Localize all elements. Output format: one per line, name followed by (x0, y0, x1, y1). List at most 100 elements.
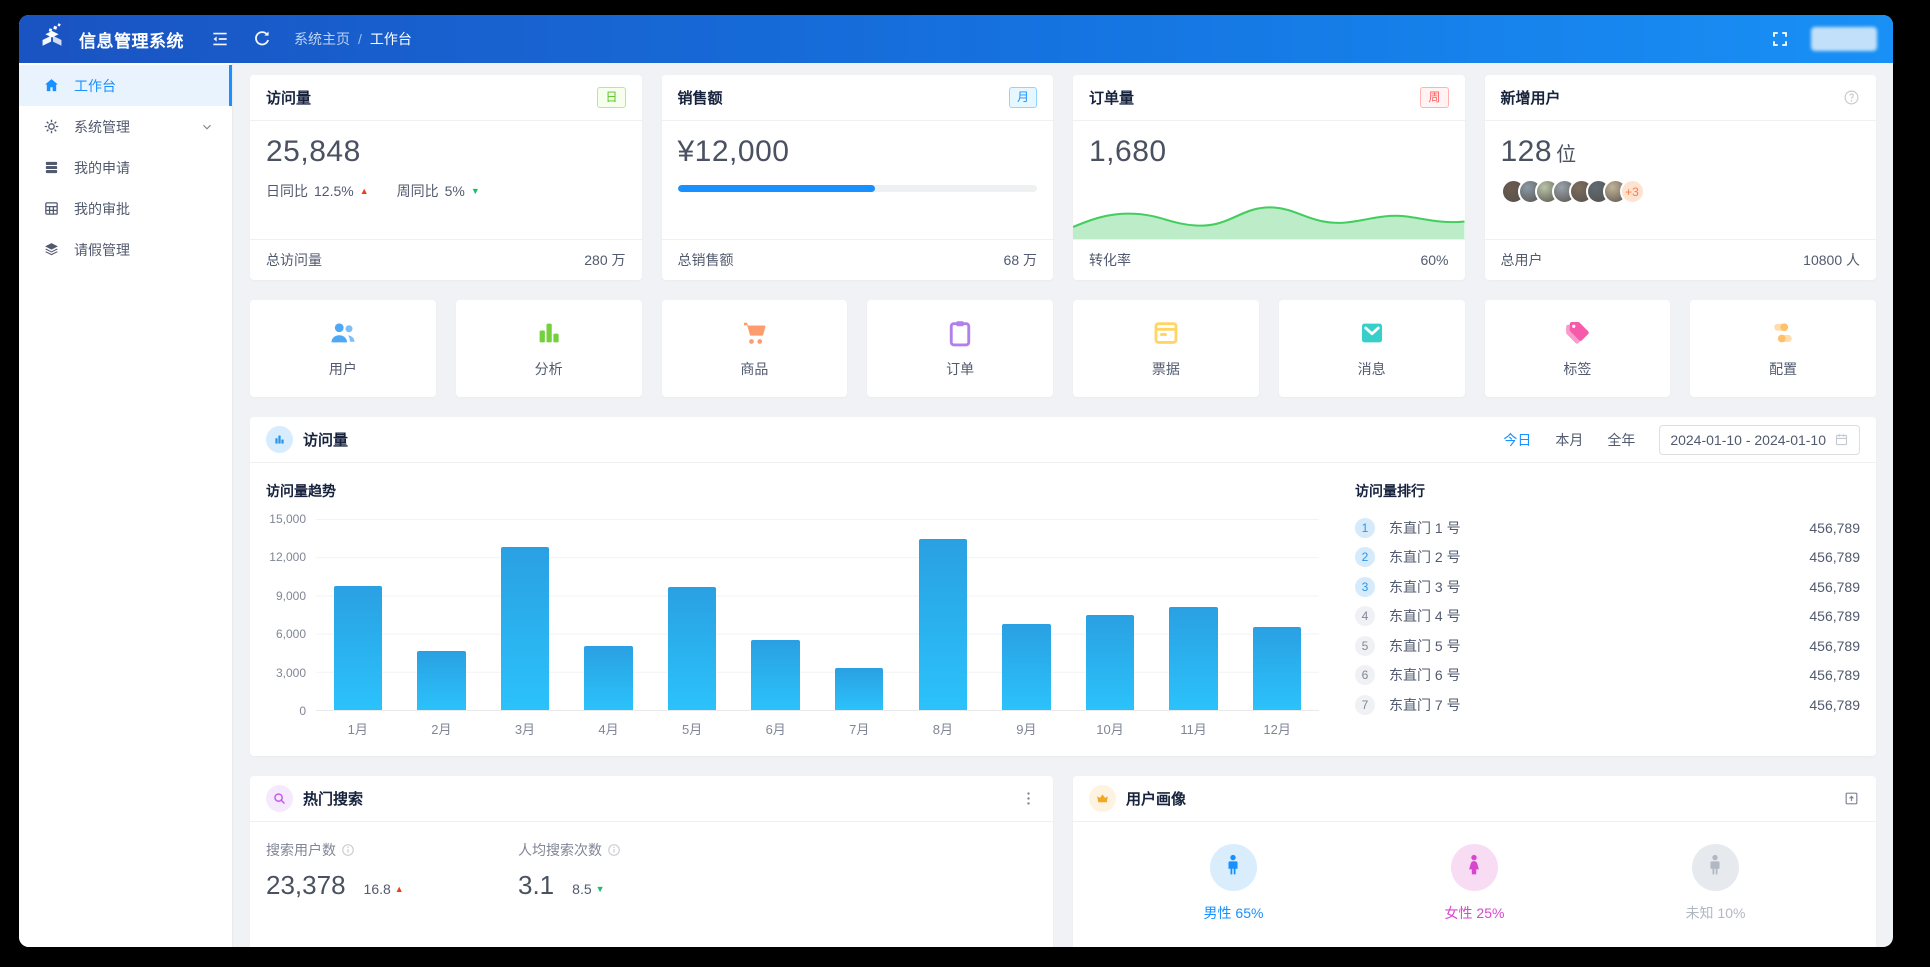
arrow-down-icon: ▼ (470, 186, 480, 196)
card-title: 订单量 (1089, 90, 1135, 107)
profile-group[interactable]: 男性 65% (1203, 844, 1264, 923)
stat-card-visits: 访问量 日 25,848 日同比 12.5% ▲ 周同比 5% (250, 75, 642, 280)
card-title: 新增用户 (1500, 90, 1561, 107)
profile-group[interactable]: 女性 25% (1445, 844, 1504, 923)
x-tick-label: 3月 (514, 722, 536, 737)
question-circle-icon[interactable] (1843, 89, 1860, 106)
breadcrumb-separator: / (358, 31, 362, 47)
chart-bar (500, 547, 550, 710)
sidebar-item-label: 我的申请 (74, 159, 130, 176)
chart-bar (918, 539, 968, 710)
shortcut-6[interactable]: 标签 (1484, 300, 1671, 397)
x-tick-label: 11月 (1180, 722, 1207, 737)
visits-ranking: 访问量排行 1 东直门 1 号 456,789 2 东直门 2 号 456,78… (1355, 479, 1860, 738)
rank-value: 456,789 (1809, 578, 1860, 595)
main-content: 访问量 日 25,848 日同比 12.5% ▲ 周同比 5% (233, 63, 1893, 947)
rank-label: 东直门 4 号 (1389, 608, 1461, 625)
chart-bar (584, 646, 633, 710)
team-icon (328, 318, 358, 348)
info-circle-icon[interactable] (607, 843, 621, 857)
tab-today[interactable]: 今日 (1503, 431, 1532, 448)
shortcut-label: 标签 (1563, 361, 1592, 377)
profile-group-label: 男性 65% (1203, 905, 1264, 921)
chart-bar (667, 587, 717, 710)
rank-label: 东直门 7 号 (1389, 696, 1461, 713)
more-vertical-icon[interactable] (1020, 790, 1037, 807)
profile-groups: 男性 65% 女性 25% 未知 10% (1073, 822, 1876, 923)
tab-this-year[interactable]: 全年 (1607, 431, 1636, 448)
x-tick-label: 8月 (932, 722, 953, 737)
shortcut-label: 订单 (946, 361, 975, 377)
footer-value: 10800 人 (1803, 252, 1860, 268)
shortcut-row: 用户 分析 商品 订单 票据 消息 标签 配置 (250, 300, 1876, 397)
ranking-row: 1 东直门 1 号 456,789 (1355, 513, 1860, 543)
x-tick-label: 10月 (1096, 722, 1124, 737)
chart-bar (1169, 606, 1218, 710)
badge-day: 日 (597, 87, 626, 108)
sidebar-item-label: 工作台 (74, 77, 116, 94)
breadcrumb-home[interactable]: 系统主页 (294, 31, 350, 47)
rank-value: 456,789 (1809, 637, 1860, 654)
chart-title: 访问量趋势 (266, 483, 336, 499)
footer-label: 总访问量 (266, 252, 322, 268)
sidebar-item-3[interactable]: 我的审批 (19, 188, 232, 229)
metric-value: 3.1 (518, 870, 555, 900)
rank-label: 东直门 6 号 (1389, 667, 1461, 684)
sidebar-item-label: 系统管理 (74, 118, 130, 135)
rank-number: 6 (1355, 665, 1375, 686)
shortcut-7[interactable]: 配置 (1690, 300, 1876, 397)
sidebar-item-2[interactable]: 我的申请 (19, 147, 232, 188)
avatar-more-badge: +3 (1619, 179, 1645, 204)
metric-search-users: 搜索用户数 23,378 16.8 ▲ (266, 840, 518, 901)
chart-bar (751, 639, 800, 710)
week-rate-label: 周同比 (396, 183, 439, 199)
chevron-down-icon (200, 120, 214, 134)
fullscreen-icon[interactable] (1771, 30, 1789, 48)
profile-group[interactable]: 未知 10% (1686, 844, 1745, 923)
chart-bar (417, 651, 466, 710)
shortcut-0[interactable]: 用户 (250, 300, 436, 397)
chart-bar (835, 667, 884, 710)
chart-bar (1002, 624, 1051, 710)
shortcut-1[interactable]: 分析 (455, 300, 642, 397)
x-tick-label: 4月 (598, 722, 619, 737)
chart-plot-area (316, 519, 1319, 711)
avatar-group: +3 (1500, 179, 1861, 204)
ranking-row: 2 东直门 2 号 456,789 (1355, 543, 1860, 573)
info-circle-icon[interactable] (341, 843, 355, 857)
sidebar-item-0[interactable]: 工作台 (19, 65, 232, 106)
x-tick-label: 5月 (681, 722, 703, 737)
card-title: 销售额 (677, 90, 723, 107)
date-range-value: 2024-01-10 - 2024-01-10 (1670, 431, 1826, 448)
tags-icon (1562, 318, 1592, 348)
x-tick-label: 7月 (849, 722, 870, 737)
shortcut-label: 商品 (740, 361, 769, 377)
menu-fold-icon[interactable] (210, 29, 230, 49)
refresh-icon[interactable] (252, 29, 272, 49)
shortcut-3[interactable]: 订单 (867, 300, 1053, 397)
app-logo-icon (35, 22, 69, 56)
ranking-row: 6 东直门 6 号 456,789 (1355, 661, 1860, 691)
shortcut-5[interactable]: 消息 (1278, 300, 1465, 397)
rank-value: 456,789 (1809, 549, 1860, 566)
user-account-chip[interactable] (1811, 27, 1877, 51)
grid-icon (43, 200, 60, 217)
clipboard-icon (945, 318, 975, 348)
female-icon (1462, 853, 1486, 882)
y-tick-label: 3,000 (275, 665, 306, 680)
stat-card-new-users: 新增用户 128 位 +3 总用户 (1484, 75, 1876, 280)
shortcut-2[interactable]: 商品 (661, 300, 848, 397)
date-range-picker[interactable]: 2024-01-10 - 2024-01-10 (1659, 424, 1860, 455)
tab-this-month[interactable]: 本月 (1555, 431, 1584, 448)
expand-icon[interactable] (1843, 790, 1860, 807)
day-rate-label: 日同比 (266, 183, 308, 199)
user-profile-title: 用户画像 (1126, 791, 1187, 808)
visits-value: 25,848 (266, 135, 361, 168)
shortcut-4[interactable]: 票据 (1073, 300, 1259, 397)
sidebar-item-1[interactable]: 系统管理 (19, 106, 232, 147)
sidebar-item-4[interactable]: 请假管理 (19, 229, 232, 270)
new-users-value: 128 位 (1500, 135, 1577, 168)
sidebar-item-label: 我的审批 (74, 200, 130, 217)
x-tick-label: 2月 (431, 722, 452, 737)
